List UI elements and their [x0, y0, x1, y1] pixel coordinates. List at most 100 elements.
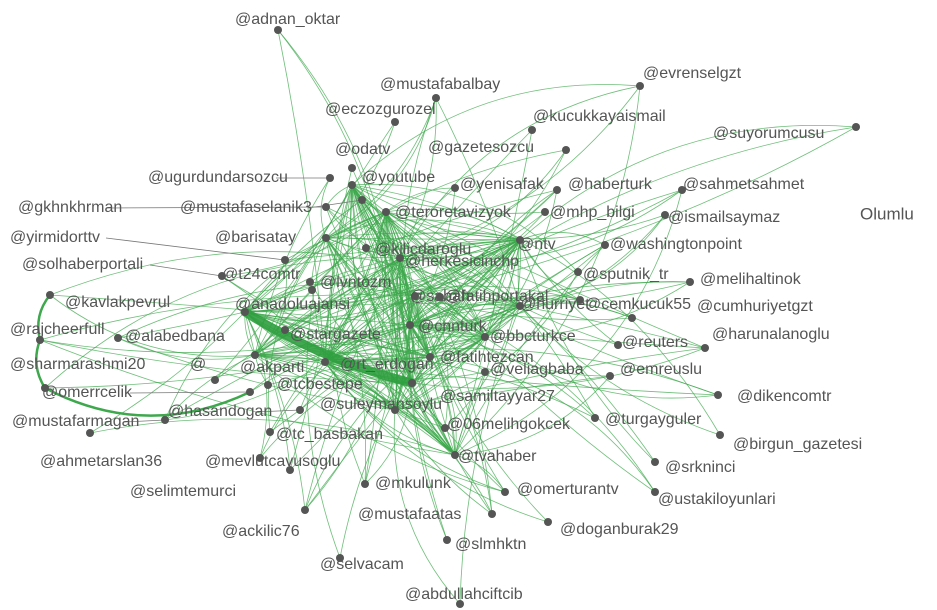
- edge: [519, 305, 596, 419]
- node-label: @turgayguler: [605, 411, 702, 428]
- side-label: Olumlu: [860, 204, 914, 223]
- edge: [429, 305, 521, 358]
- leader-line: [123, 419, 166, 423]
- node-label: @gkhnkhrman: [18, 199, 122, 216]
- edge: [325, 237, 521, 307]
- node-dot: [46, 291, 54, 299]
- node-label: @mevlutcavusoglu: [205, 453, 340, 470]
- edge: [44, 386, 251, 417]
- edge: [269, 257, 401, 433]
- node-dot: [358, 196, 366, 204]
- edge: [351, 184, 413, 384]
- edge: [39, 339, 456, 456]
- leader-line: [307, 199, 363, 209]
- node-dot: [114, 334, 122, 342]
- node-dot: [441, 424, 449, 432]
- node-dot: [348, 181, 356, 189]
- node-dot: [614, 341, 622, 349]
- node-label: @sharmarashmi20: [10, 356, 146, 373]
- node-label: @selvacam: [320, 556, 404, 573]
- edge: [444, 239, 521, 429]
- edge: [254, 354, 446, 429]
- node-label: @mkulunk: [375, 475, 452, 492]
- edge: [351, 184, 546, 214]
- edge: [117, 337, 396, 411]
- node-label: @srkninci: [665, 459, 735, 476]
- edge: [459, 305, 521, 605]
- node-label: @stargazete: [290, 326, 381, 343]
- node-label: @solhaberportali: [22, 256, 143, 273]
- node-label: @ustakiloyunlari: [658, 491, 776, 508]
- edge: [409, 239, 521, 326]
- node-dot: [411, 292, 419, 300]
- edge: [429, 239, 521, 358]
- edge: [385, 208, 521, 241]
- node-dot: [553, 186, 561, 194]
- node-label: @ugurdundarsozcu: [148, 169, 288, 186]
- edge: [240, 307, 417, 388]
- node-dot: [391, 118, 399, 126]
- edge: [164, 354, 256, 421]
- node-label: @tc_basbakan: [276, 426, 383, 443]
- node-label: @barisatay: [215, 229, 296, 246]
- node-label: @lvntozm: [320, 274, 391, 291]
- edge: [429, 356, 656, 493]
- edge: [325, 97, 437, 239]
- edge: [394, 347, 706, 411]
- edge: [35, 339, 47, 389]
- edge: [324, 257, 401, 363]
- edge: [324, 361, 396, 411]
- edge: [324, 356, 431, 366]
- edge: [244, 239, 521, 313]
- edge: [519, 239, 656, 463]
- edge: [385, 211, 486, 338]
- node-dot: [281, 256, 289, 264]
- edge: [399, 85, 641, 259]
- node-dot: [651, 458, 659, 466]
- node-label: @samiltayyar27: [440, 388, 555, 405]
- edge: [214, 257, 401, 381]
- edge: [324, 184, 353, 363]
- edge: [409, 239, 521, 326]
- edge: [325, 237, 486, 338]
- edge: [394, 409, 493, 515]
- edge: [394, 336, 486, 411]
- edge: [289, 184, 353, 471]
- node-dot: [296, 406, 304, 414]
- edge: [411, 336, 486, 384]
- edge: [254, 211, 387, 356]
- node-dot: [562, 146, 570, 154]
- edge: [394, 257, 411, 411]
- node-dot: [301, 506, 309, 514]
- node-label: @abdullahciftcib: [405, 586, 523, 603]
- edge: [324, 129, 533, 363]
- node-label: @: [190, 356, 206, 373]
- node-label: @teroretavizyok: [395, 204, 512, 221]
- node-dot: [456, 600, 464, 608]
- node-dot: [628, 314, 636, 322]
- edge: [244, 311, 306, 511]
- node-label: @kucukkayaismail: [533, 108, 666, 125]
- node-dot: [322, 234, 330, 242]
- node-label: @mustafaatas: [358, 506, 461, 523]
- node-dot: [391, 406, 399, 414]
- node-label: @cemkucuk55: [585, 296, 691, 313]
- edge: [381, 211, 413, 384]
- edge: [44, 257, 401, 389]
- node-dot: [281, 326, 289, 334]
- edge: [394, 189, 558, 411]
- node-label: @veliagbaba: [490, 361, 584, 378]
- node-dot: [308, 286, 316, 294]
- node-dot: [348, 164, 356, 172]
- node-label: @melihaltinok: [700, 271, 802, 288]
- edge: [214, 184, 353, 381]
- node-dot: [714, 391, 722, 399]
- edge: [49, 251, 521, 307]
- node-label: @gazetesozcu: [428, 139, 534, 156]
- edge: [351, 184, 656, 493]
- node-label: @doganburak29: [560, 521, 679, 538]
- edge: [244, 239, 521, 313]
- edge: [221, 211, 387, 277]
- edge: [484, 336, 719, 399]
